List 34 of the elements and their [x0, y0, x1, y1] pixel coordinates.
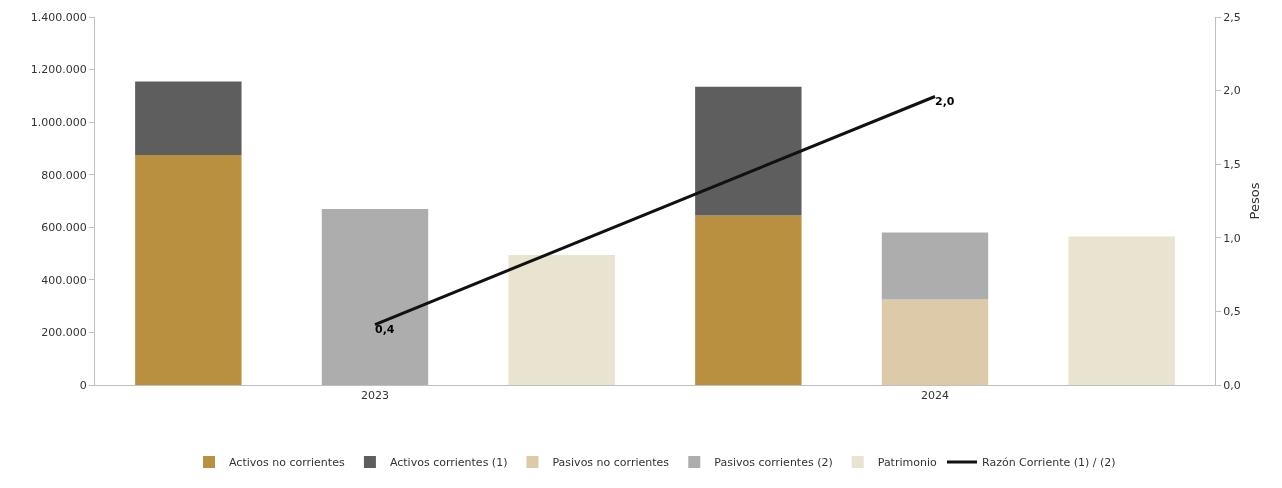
bar: [695, 215, 802, 385]
y-tick-label: 600.000: [41, 221, 87, 235]
legend-label: Pasivos no corrientes: [552, 456, 670, 470]
y2-tick-label: 1,5: [1223, 158, 1241, 172]
y-tick-label: 200.000: [41, 326, 87, 340]
legend-label: Activos no corrientes: [229, 456, 345, 470]
y-tick-label: 0: [79, 378, 87, 392]
y2-tick-label: 2,0: [1223, 84, 1241, 98]
y-tick-label: 400.000: [41, 273, 87, 287]
x-tick-label: 2023: [361, 389, 389, 403]
y2-tick-label: 0,5: [1223, 305, 1241, 319]
bar: [881, 299, 989, 385]
y2-axis-title: Pesos: [1247, 182, 1263, 220]
data-label: 2,0: [935, 94, 955, 108]
legend-label: Pasivos corrientes (2): [714, 456, 833, 470]
bar: [881, 232, 989, 300]
bar: [695, 86, 802, 216]
legend-label: Razón Corriente (1) / (2): [981, 456, 1116, 470]
legend-label: Activos corrientes (1): [389, 456, 508, 470]
bar: [1068, 236, 1175, 385]
y2-tick-label: 0,0: [1223, 378, 1241, 392]
bar: [135, 155, 242, 385]
y2-tick-label: 1,0: [1223, 231, 1241, 245]
bar: [321, 208, 429, 385]
legend-label: Patrimonio: [877, 456, 937, 470]
bar: [135, 81, 242, 155]
y-tick-label: 1.400.000: [30, 10, 87, 24]
data-label: 0,4: [375, 322, 395, 336]
y2-tick-label: 2,5: [1223, 10, 1241, 24]
y-tick-label: 1.000.000: [30, 115, 87, 129]
bar: [508, 254, 615, 385]
x-tick-label: 2024: [921, 389, 949, 403]
y-tick-label: 1.200.000: [30, 63, 87, 77]
y-tick-label: 800.000: [41, 168, 87, 182]
